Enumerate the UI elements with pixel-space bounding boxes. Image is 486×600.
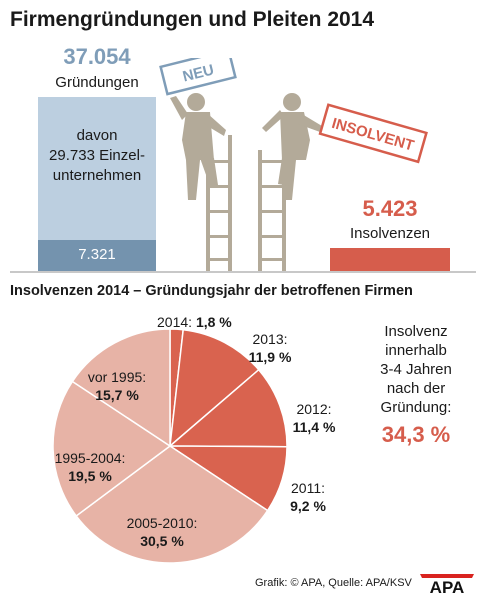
slice-1995-2004 bbox=[52, 380, 172, 517]
slice-label-2011: 2011: 9,2 % bbox=[290, 480, 326, 514]
side-note: Insolvenz innerhalb 3-4 Jahren nach der … bbox=[356, 322, 476, 417]
insolvent-bar bbox=[330, 248, 450, 271]
insolvent-value: 5.423 bbox=[362, 196, 418, 221]
side-note-line: nach der bbox=[386, 380, 446, 397]
slice-label-2013: 2013: 11,9 % bbox=[248, 331, 292, 365]
founded-label: Gründungen bbox=[55, 74, 139, 91]
side-note-line: 3-4 Jahren bbox=[380, 361, 452, 378]
slice-label-2014: 2014: 1,8 % bbox=[157, 314, 232, 330]
person-icon bbox=[170, 93, 226, 200]
pie-title: Insolvenzen 2014 – Gründungsjahr der bet… bbox=[10, 283, 413, 299]
founded-note-line: unternehmen bbox=[52, 167, 142, 184]
insolvent-label: Insolvenzen bbox=[349, 225, 431, 242]
ladder-icon bbox=[258, 135, 286, 271]
apa-logo-text: APA bbox=[430, 578, 465, 595]
slice-label-1995-2004: 1995-2004: 19,5 % bbox=[54, 450, 126, 484]
source-credit: Grafik: © APA, Quelle: APA/KSV bbox=[255, 577, 412, 589]
slice-2005-2010 bbox=[75, 445, 269, 564]
side-note-line: Gründung: bbox=[380, 399, 452, 416]
founded-sub-value: 7.321 bbox=[78, 246, 116, 263]
slice-label-before-1995: vor 1995: 15,7 % bbox=[87, 369, 147, 403]
founded-bar bbox=[38, 97, 156, 240]
chart-title: Firmengründungen und Pleiten 2014 bbox=[10, 8, 375, 31]
founded-note-line: 29.733 Einzel- bbox=[49, 147, 145, 164]
baseline-divider bbox=[10, 271, 476, 273]
sign-new: NEU bbox=[159, 58, 237, 96]
apa-logo: APA bbox=[420, 574, 474, 595]
founded-note-line: davon bbox=[76, 127, 118, 144]
side-note-line: Insolvenz bbox=[384, 323, 448, 340]
sign-insolvent: INSOLVENT bbox=[318, 103, 428, 164]
side-note-line: innerhalb bbox=[385, 342, 447, 359]
founded-sub-bar bbox=[38, 240, 156, 271]
slice-2012 bbox=[167, 368, 288, 448]
founded-value: 37.054 bbox=[63, 44, 131, 69]
slice-2013 bbox=[169, 328, 260, 448]
ladder-icon bbox=[206, 135, 232, 271]
founded-note: davon 29.733 Einzel- unternehmen bbox=[38, 126, 156, 186]
person-icon bbox=[262, 93, 322, 200]
pie-chart bbox=[52, 328, 288, 564]
ladder-figures-illustration: NEU INSOLVENT bbox=[159, 58, 428, 271]
slice-label-2005-2010: 2005-2010: 30,5 % bbox=[126, 515, 198, 549]
slice-label-2012: 2012: 11,4 % bbox=[292, 401, 336, 435]
slice-before-1995 bbox=[71, 328, 171, 448]
side-note-value: 34,3 % bbox=[381, 422, 451, 447]
